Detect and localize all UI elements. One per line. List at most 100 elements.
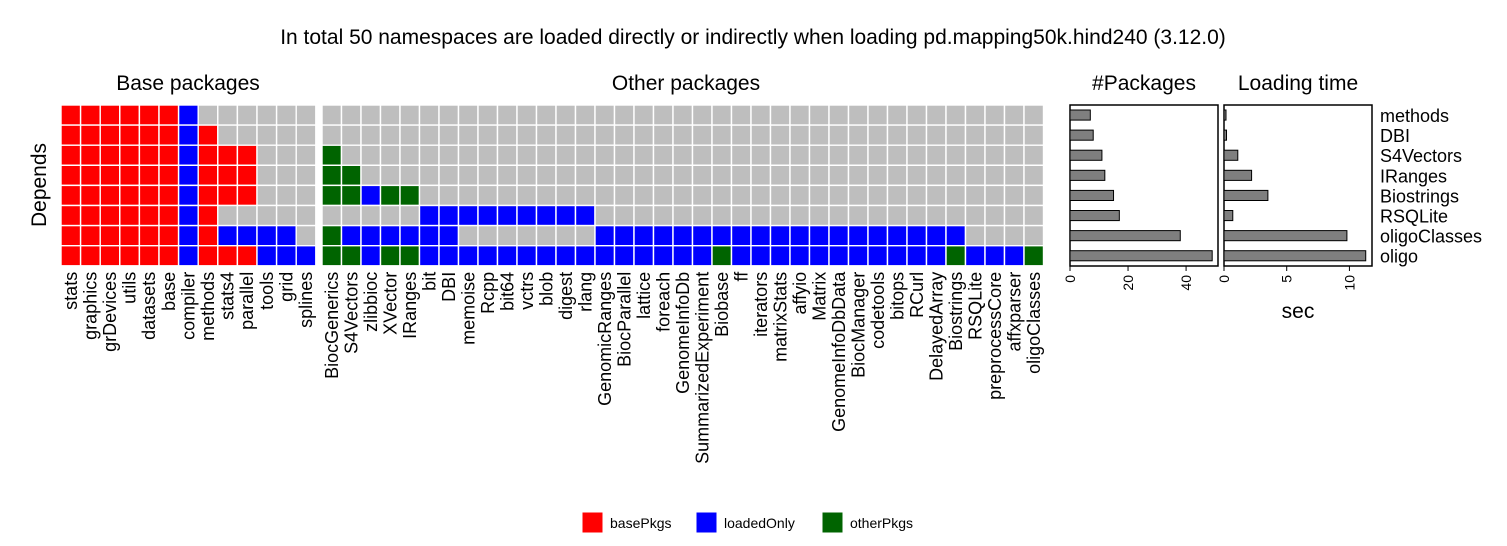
base-packages-panel: Base packages stats graphics grDevices util… — [60, 72, 317, 352]
base-column-label: parallel — [237, 272, 257, 330]
other-cell — [691, 144, 713, 166]
other-cell — [379, 104, 401, 126]
other-cell — [457, 224, 479, 247]
base-cell — [138, 104, 160, 126]
other-cell — [886, 144, 908, 166]
other-cell — [379, 144, 401, 166]
base-column-label: grDevices — [100, 272, 120, 352]
other-cell — [945, 204, 967, 227]
row-labels: methodsDBIS4VectorsIRangesBiostringsRSQL… — [1380, 106, 1482, 267]
base-cell — [197, 124, 219, 146]
other-cell — [399, 184, 421, 207]
legend-swatch — [695, 511, 718, 534]
other-cell — [1023, 204, 1045, 227]
other-cell — [906, 164, 928, 187]
other-cell — [555, 244, 577, 267]
packages-bar — [1069, 129, 1094, 141]
other-cell — [984, 124, 1006, 146]
other-cell — [964, 184, 986, 207]
other-cell — [516, 164, 538, 187]
other-cell — [750, 184, 772, 207]
base-cell — [177, 224, 199, 247]
other-cell — [789, 224, 811, 247]
base-cell — [158, 104, 180, 126]
other-cell — [594, 184, 616, 207]
base-cell — [217, 244, 239, 267]
other-cell — [438, 204, 460, 227]
other-cell — [633, 184, 655, 207]
base-cell — [99, 204, 121, 227]
other-cell — [672, 104, 694, 126]
other-cell — [340, 124, 362, 146]
other-cell — [379, 224, 401, 247]
other-cell — [438, 104, 460, 126]
other-cell — [925, 164, 947, 187]
other-cell — [828, 184, 850, 207]
other-cell — [321, 244, 343, 267]
base-cell — [79, 184, 101, 207]
other-cell — [691, 244, 713, 267]
other-cell — [886, 224, 908, 247]
other-cell — [633, 124, 655, 146]
other-column-label: affyio — [790, 272, 810, 315]
base-cell — [256, 204, 278, 227]
other-cell — [516, 204, 538, 227]
other-cell — [906, 244, 928, 267]
other-cell — [379, 204, 401, 227]
base-cell — [256, 224, 278, 247]
other-cell — [769, 144, 791, 166]
other-cell — [633, 104, 655, 126]
other-cell — [555, 204, 577, 227]
packages-panel-title: #Packages — [1092, 72, 1196, 95]
base-cell — [295, 164, 317, 187]
other-cell — [672, 204, 694, 227]
other-cell — [477, 224, 499, 247]
base-cell — [60, 104, 82, 126]
other-cell — [477, 164, 499, 187]
other-cell — [847, 244, 869, 267]
loading-time-bar — [1223, 149, 1239, 161]
other-heatmap-cells — [321, 104, 1045, 267]
row-label: S4Vectors — [1380, 146, 1462, 166]
other-cell — [730, 104, 752, 126]
other-cell — [633, 164, 655, 187]
base-cell — [99, 124, 121, 146]
other-cell — [652, 144, 674, 166]
other-cell — [438, 224, 460, 247]
other-cell — [613, 204, 635, 227]
other-cell — [964, 104, 986, 126]
other-cell — [633, 244, 655, 267]
other-cell — [477, 104, 499, 126]
other-cell — [984, 144, 1006, 166]
loading-time-xlabel: sec — [1282, 300, 1315, 323]
other-cell — [984, 224, 1006, 247]
base-cell — [138, 184, 160, 207]
other-cell — [769, 224, 791, 247]
base-cell — [295, 204, 317, 227]
other-cell — [808, 204, 830, 227]
base-cell — [79, 244, 101, 267]
other-cell — [594, 204, 616, 227]
other-cell — [672, 184, 694, 207]
base-cell — [158, 184, 180, 207]
other-cell — [438, 184, 460, 207]
other-cell — [867, 204, 889, 227]
other-cell — [613, 224, 635, 247]
base-cell — [275, 184, 297, 207]
other-cell — [691, 164, 713, 187]
base-cell — [217, 224, 239, 247]
other-column-label: matrixStats — [770, 272, 790, 362]
loading-time-bar — [1223, 230, 1348, 242]
other-cell — [418, 104, 440, 126]
other-cell — [1023, 124, 1045, 146]
other-cell — [613, 244, 635, 267]
other-cell — [321, 224, 343, 247]
row-label: oligoClasses — [1380, 227, 1482, 247]
base-cell — [275, 144, 297, 166]
base-cell — [295, 104, 317, 126]
other-cell — [964, 144, 986, 166]
other-cell — [496, 184, 518, 207]
other-column-label: ff — [731, 271, 751, 282]
other-cell — [399, 124, 421, 146]
other-cell — [555, 124, 577, 146]
